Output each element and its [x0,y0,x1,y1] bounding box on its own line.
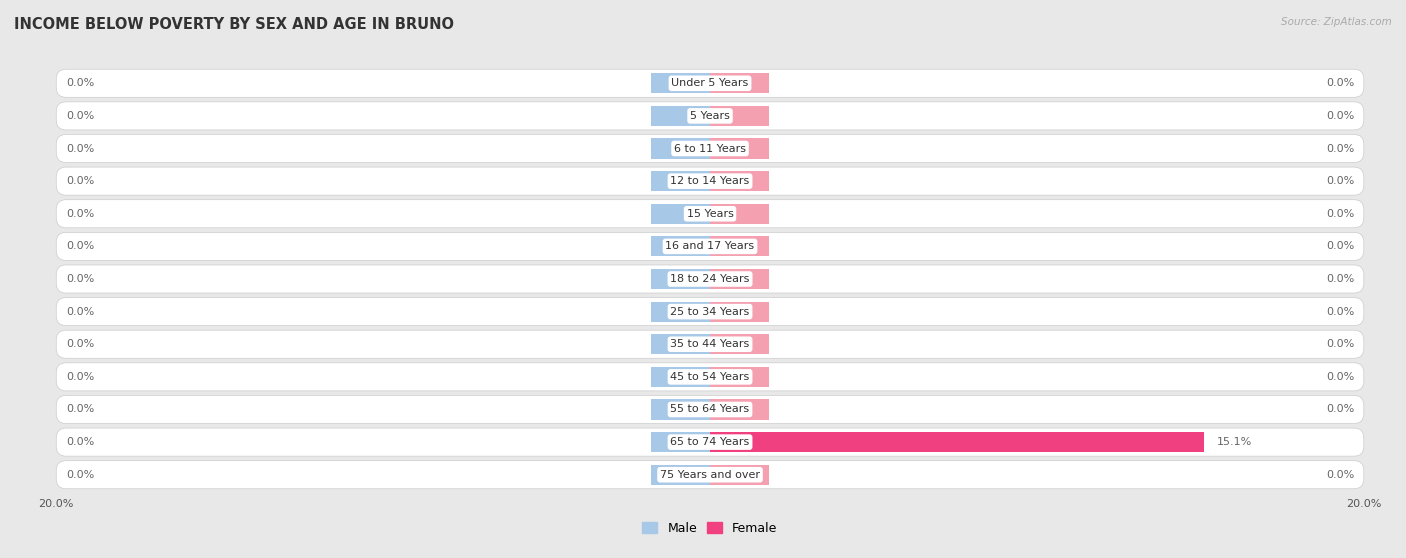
Text: 0.0%: 0.0% [66,437,94,447]
Text: 0.0%: 0.0% [1326,372,1354,382]
FancyBboxPatch shape [56,297,1364,326]
Text: 0.0%: 0.0% [66,274,94,284]
Bar [651,301,710,322]
Bar [651,269,710,289]
FancyBboxPatch shape [56,200,1364,228]
Text: 65 to 74 Years: 65 to 74 Years [671,437,749,447]
FancyBboxPatch shape [56,428,1364,456]
FancyBboxPatch shape [56,396,1364,424]
Text: 0.0%: 0.0% [66,78,94,88]
Bar [651,236,710,257]
Bar [651,138,710,158]
Bar [710,465,769,485]
Bar [710,73,769,93]
Bar [651,400,710,420]
FancyBboxPatch shape [56,102,1364,130]
Text: 0.0%: 0.0% [66,470,94,480]
Text: 0.0%: 0.0% [1326,405,1354,415]
Text: 25 to 34 Years: 25 to 34 Years [671,307,749,316]
Text: 0.0%: 0.0% [66,209,94,219]
Text: 0.0%: 0.0% [1326,209,1354,219]
Bar [710,367,769,387]
FancyBboxPatch shape [56,363,1364,391]
Text: 0.0%: 0.0% [1326,274,1354,284]
Bar [710,400,769,420]
FancyBboxPatch shape [56,461,1364,489]
Text: 75 Years and over: 75 Years and over [659,470,761,480]
Text: 18 to 24 Years: 18 to 24 Years [671,274,749,284]
Bar [710,171,769,191]
Bar [651,334,710,354]
Text: 0.0%: 0.0% [1326,307,1354,316]
Text: 0.0%: 0.0% [66,339,94,349]
Text: 5 Years: 5 Years [690,111,730,121]
Text: 45 to 54 Years: 45 to 54 Years [671,372,749,382]
Bar [710,204,769,224]
Bar [710,106,769,126]
Text: INCOME BELOW POVERTY BY SEX AND AGE IN BRUNO: INCOME BELOW POVERTY BY SEX AND AGE IN B… [14,17,454,32]
Text: 0.0%: 0.0% [66,143,94,153]
Text: 0.0%: 0.0% [1326,176,1354,186]
Text: 0.0%: 0.0% [66,111,94,121]
Text: 55 to 64 Years: 55 to 64 Years [671,405,749,415]
Bar [651,204,710,224]
Bar [651,432,710,452]
Text: 0.0%: 0.0% [1326,111,1354,121]
Bar [710,236,769,257]
Text: Under 5 Years: Under 5 Years [672,78,748,88]
Text: 0.0%: 0.0% [66,405,94,415]
Text: 0.0%: 0.0% [1326,242,1354,251]
Text: 0.0%: 0.0% [1326,78,1354,88]
Text: 0.0%: 0.0% [1326,470,1354,480]
Text: 0.0%: 0.0% [1326,339,1354,349]
Text: 35 to 44 Years: 35 to 44 Years [671,339,749,349]
Text: 0.0%: 0.0% [66,372,94,382]
Bar [710,138,769,158]
FancyBboxPatch shape [56,134,1364,162]
FancyBboxPatch shape [56,330,1364,358]
Bar [651,171,710,191]
FancyBboxPatch shape [56,167,1364,195]
Text: 12 to 14 Years: 12 to 14 Years [671,176,749,186]
FancyBboxPatch shape [56,265,1364,293]
Bar [651,465,710,485]
FancyBboxPatch shape [56,69,1364,97]
Text: 0.0%: 0.0% [66,242,94,251]
Text: 0.0%: 0.0% [66,307,94,316]
Text: 0.0%: 0.0% [1326,143,1354,153]
Text: 16 and 17 Years: 16 and 17 Years [665,242,755,251]
Text: Source: ZipAtlas.com: Source: ZipAtlas.com [1281,17,1392,27]
Text: 15.1%: 15.1% [1216,437,1251,447]
Bar [651,106,710,126]
Text: 6 to 11 Years: 6 to 11 Years [673,143,747,153]
Legend: Male, Female: Male, Female [637,517,783,540]
Bar [710,432,1204,452]
Text: 15 Years: 15 Years [686,209,734,219]
Bar [651,73,710,93]
Bar [710,301,769,322]
FancyBboxPatch shape [56,232,1364,261]
Bar [710,334,769,354]
Text: 0.0%: 0.0% [66,176,94,186]
Bar [651,367,710,387]
Bar [710,269,769,289]
